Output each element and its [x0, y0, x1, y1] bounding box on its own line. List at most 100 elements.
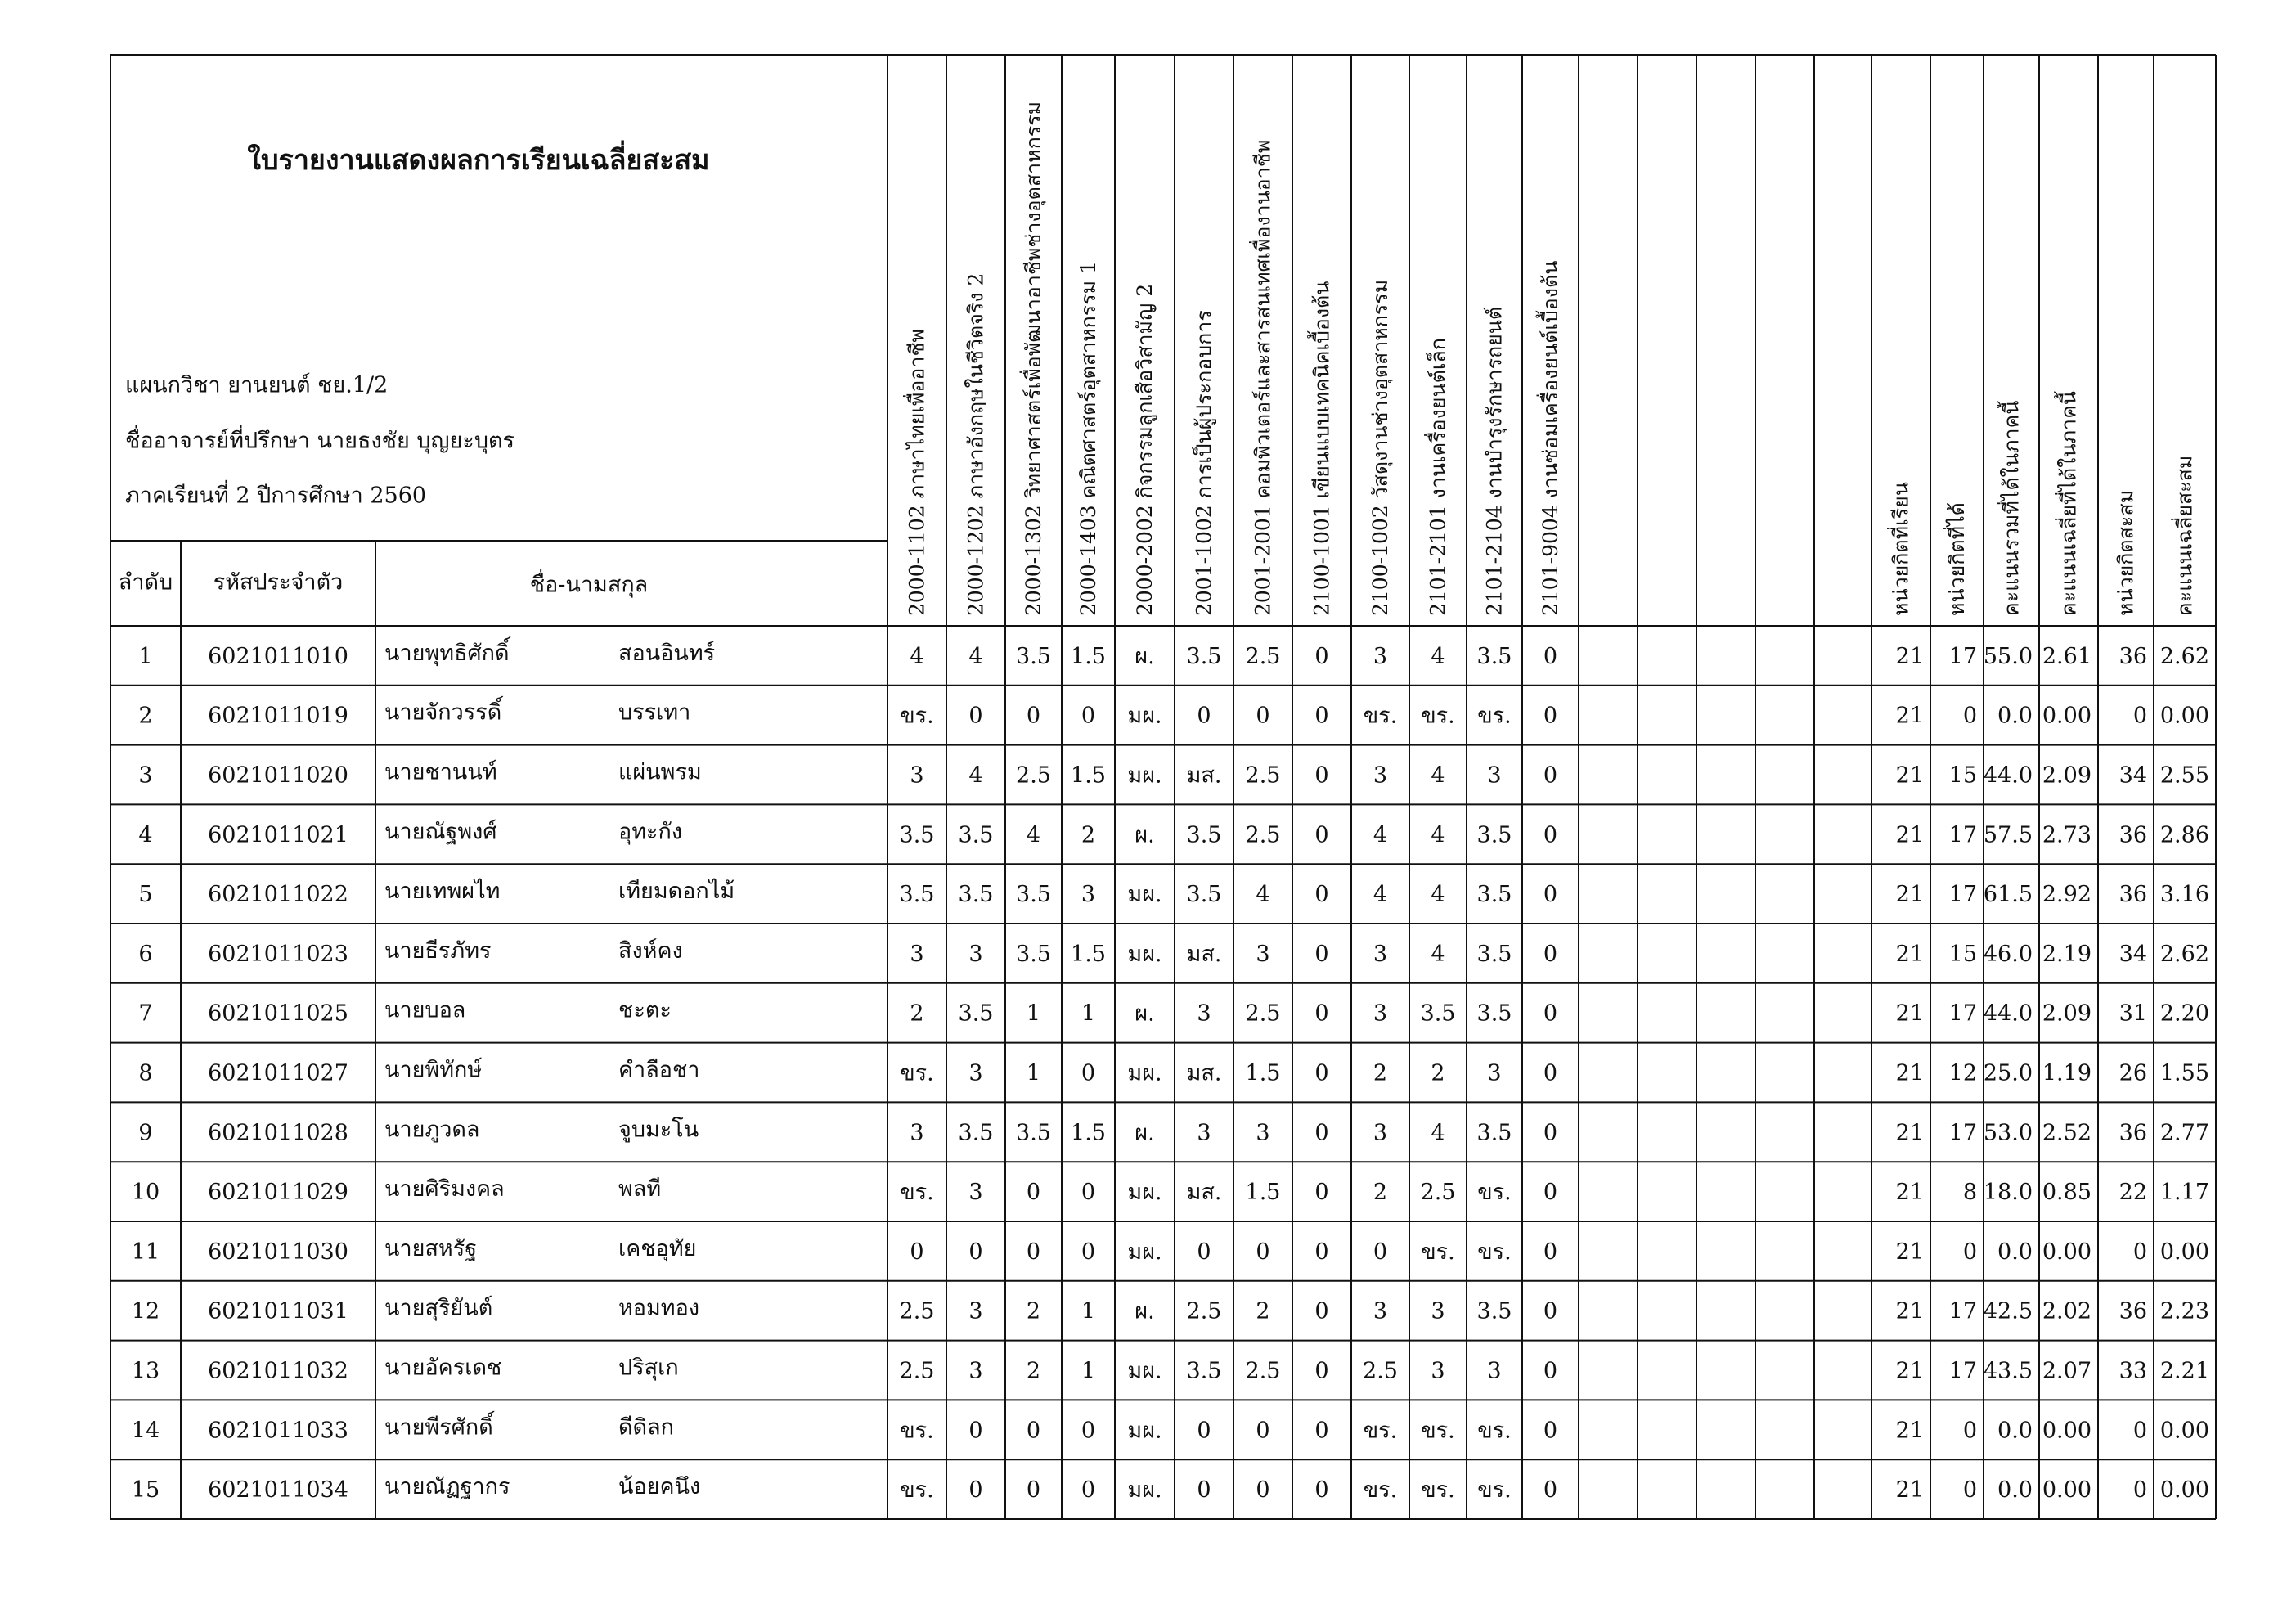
grade: 4 — [1256, 882, 1269, 907]
grade: 2.5 — [1187, 1299, 1222, 1324]
grade: 0 — [1314, 704, 1328, 729]
grade: ขร. — [1421, 1418, 1455, 1443]
total: 2.73 — [2042, 822, 2092, 847]
grade: 1 — [1081, 1001, 1095, 1027]
total: 2.20 — [2160, 1001, 2209, 1027]
first-name: นายณัฐพงศ์ — [384, 818, 497, 844]
grade: ขร. — [1421, 1239, 1455, 1265]
grade: มผ. — [1127, 1180, 1161, 1205]
grade: 0 — [1543, 1477, 1557, 1503]
grade: 3 — [968, 942, 982, 967]
total: 2.86 — [2160, 822, 2209, 847]
grade: 3 — [1373, 1299, 1387, 1324]
grade: 0 — [910, 1239, 923, 1265]
total: 21 — [1896, 1120, 1924, 1145]
grade: 0 — [1314, 882, 1328, 907]
total: 0.00 — [2042, 1477, 2092, 1503]
grade: 0 — [1314, 644, 1328, 669]
grade: 3 — [910, 942, 923, 967]
grade: ขร. — [900, 1418, 934, 1443]
subject-header: คะแนนรวมที่ได้ในภาคนี้ — [1997, 401, 2024, 616]
grade: 0 — [1256, 1239, 1269, 1265]
grade: 4 — [1431, 882, 1445, 907]
total: 18.0 — [1984, 1180, 2033, 1205]
total: 17 — [1949, 1001, 1977, 1027]
grade: 0 — [1314, 1418, 1328, 1443]
grade: 3.5 — [959, 1120, 994, 1145]
subject-header: 2100-1002 วัสดุงานช่างอุตสาหกรรม — [1368, 280, 1393, 616]
grade: มผ. — [1127, 942, 1161, 967]
total: 0.00 — [2160, 1239, 2209, 1265]
subject-header: 2000-2002 กิจกรรมลูกเสือวิสามัญ 2 — [1133, 284, 1157, 616]
first-name: นายบอล — [384, 998, 465, 1023]
student-id: 6021011021 — [208, 822, 348, 847]
total: 44.0 — [1984, 1001, 2033, 1027]
grade: 3.5 — [959, 822, 994, 847]
grade: 1 — [1081, 1299, 1095, 1324]
row-number: 8 — [138, 1061, 152, 1086]
grade: 3.5 — [1477, 1299, 1512, 1324]
row-number: 4 — [138, 822, 152, 847]
grade: 1.5 — [1071, 644, 1106, 669]
total: 0.0 — [1997, 1477, 2033, 1503]
row-number: 15 — [132, 1477, 160, 1503]
grade: ขร. — [1421, 1477, 1455, 1503]
total: 0.0 — [1997, 704, 2033, 729]
grade: 0 — [968, 1239, 982, 1265]
grade: 0 — [1543, 1120, 1557, 1145]
grade: 0 — [1543, 1001, 1557, 1027]
total: 0.00 — [2160, 1418, 2209, 1443]
grade: 3.5 — [1016, 942, 1051, 967]
total: 0 — [1963, 1477, 1977, 1503]
grade: ขร. — [1477, 1180, 1512, 1205]
grade: 2.5 — [1246, 1359, 1281, 1384]
total: 21 — [1896, 1477, 1924, 1503]
grade: 4 — [968, 644, 982, 669]
subject-header: 2100-1001 เขียนแบบเทคนิคเบื้องต้น — [1307, 281, 1334, 616]
grade: 3.5 — [900, 822, 935, 847]
grade: 3 — [1373, 1120, 1387, 1145]
grade: 3.5 — [1477, 1001, 1512, 1027]
total: 21 — [1896, 1061, 1924, 1086]
grade: 3.5 — [1187, 1359, 1222, 1384]
grade: 0 — [968, 1418, 982, 1443]
grade: 0 — [1314, 1239, 1328, 1265]
column-header: รหัสประจำตัว — [213, 570, 344, 596]
grade: 3.5 — [1477, 1120, 1512, 1145]
student-id: 6021011025 — [208, 1001, 348, 1027]
grade: 2.5 — [900, 1359, 935, 1384]
grade: ขร. — [1364, 1418, 1398, 1443]
total: 15 — [1949, 763, 1977, 789]
grade: 4 — [1431, 1120, 1445, 1145]
grade: 4 — [1431, 763, 1445, 789]
total: 2.55 — [2160, 763, 2209, 789]
total: 0 — [2133, 1477, 2147, 1503]
row-number: 14 — [132, 1418, 160, 1443]
total: 1.19 — [2042, 1061, 2092, 1086]
total: 36 — [2119, 822, 2147, 847]
grade: 3.5 — [1477, 882, 1512, 907]
student-id: 6021011032 — [208, 1359, 348, 1384]
total: 21 — [1896, 822, 1924, 847]
total: 36 — [2119, 882, 2147, 907]
grade: 0 — [1027, 1477, 1040, 1503]
total: 21 — [1896, 704, 1924, 729]
subject-header: 2001-2001 คอมพิวเตอร์และสารสนเทศเพื่องาน… — [1249, 140, 1275, 616]
grade: มส. — [1187, 763, 1222, 789]
total: 53.0 — [1984, 1120, 2033, 1145]
subject-header: 2000-1102 ภาษาไทยเพื่ออาชีพ — [903, 329, 929, 616]
last-name: สิงห์คง — [618, 937, 683, 964]
grade: 3.5 — [1016, 1120, 1051, 1145]
first-name: นายพุทธิศักดิ์ — [384, 636, 511, 667]
last-name: บรรเทา — [618, 700, 690, 726]
grade: 3 — [1431, 1299, 1445, 1324]
first-name: นายสหรัฐ — [384, 1236, 477, 1261]
total: 17 — [1949, 882, 1977, 907]
grade: 3.5 — [1477, 942, 1512, 967]
subject-header: 2000-1403 คณิตศาสตร์อุตสาหกรรม 1 — [1076, 261, 1101, 616]
last-name: ปริสุเก — [618, 1355, 679, 1382]
grade: มผ. — [1127, 1477, 1161, 1503]
total: 21 — [1896, 942, 1924, 967]
grade: 0 — [1081, 704, 1095, 729]
